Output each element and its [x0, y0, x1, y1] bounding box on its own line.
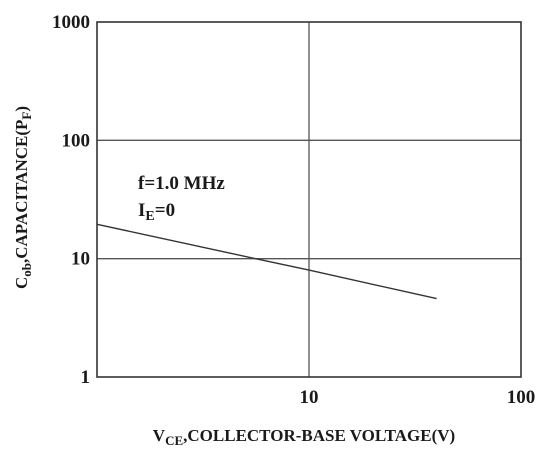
x-axis-title-main: V	[153, 426, 166, 445]
y-axis-title-mid: ,CAPACITANCE(P	[12, 120, 31, 263]
x-axis-title-sub: CE	[165, 433, 183, 448]
current-annotation-sub: E	[145, 209, 154, 224]
capacitance-curve	[96, 223, 437, 300]
y-axis-title-main: C	[12, 277, 31, 289]
x-axis-title-rest: ,COLLECTOR-BASE VOLTAGE(V)	[183, 426, 455, 445]
grid-lines	[97, 22, 521, 377]
y-tick-label: 10	[71, 249, 90, 270]
current-annotation-main: I	[138, 200, 145, 221]
data-series	[96, 223, 437, 300]
current-annotation-rest: =0	[155, 200, 175, 221]
frequency-annotation: f=1.0 MHz	[138, 173, 225, 194]
x-tick-label: 10	[300, 387, 319, 408]
current-annotation: IE=0	[138, 200, 175, 224]
y-tick-label: 1	[81, 367, 91, 388]
y-axis-title-sub2: F	[19, 112, 34, 120]
plot-frame	[96, 21, 522, 378]
x-axis-title: VCE,COLLECTOR-BASE VOLTAGE(V)	[153, 426, 455, 448]
y-axis-title: Cob,CAPACITANCE(PF)	[12, 106, 34, 289]
y-axis-title-sub: ob	[19, 263, 34, 277]
x-tick-label: 100	[507, 387, 536, 408]
y-tick-label: 100	[62, 130, 91, 151]
y-tick-label: 1000	[52, 12, 90, 33]
y-axis-title-end: )	[12, 106, 31, 112]
tick-labels: 1 10 100 1000 10 100	[52, 12, 535, 408]
